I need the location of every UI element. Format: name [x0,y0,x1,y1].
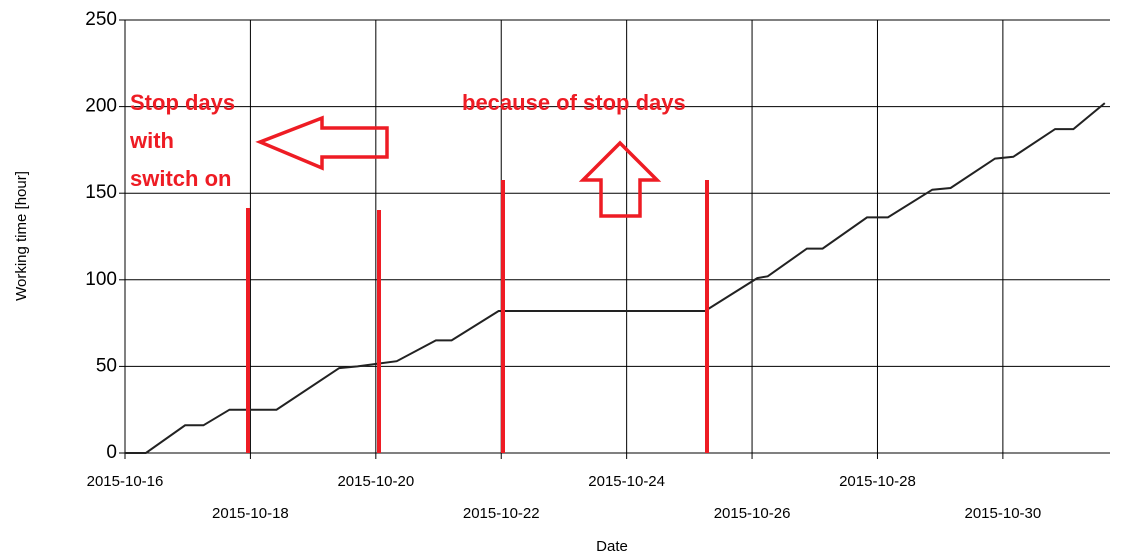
up-arrow [578,140,662,218]
x-tick-label: 2015-10-22 [463,505,540,522]
x-tick-label: 2015-10-30 [965,505,1042,522]
x-tick-label: 2015-10-16 [87,473,164,490]
data-line [125,102,1106,454]
y-tick-label: 200 [85,96,117,117]
x-tick-label: 2015-10-28 [839,473,916,490]
annotation: switch on [130,166,231,191]
annotation-marks [246,115,709,453]
annotation: because of stop days [462,90,686,115]
y-tick-label: 100 [85,269,117,290]
y-tick-label: 150 [85,182,117,203]
y-tick-label: 0 [106,442,117,463]
annotation: Stop days [130,90,235,115]
plot-area: 0 50 100 150 200 250 2015-10-16 2015-10-18 2015-… [85,9,1110,522]
x-axis-label: Date [596,538,628,555]
x-tick-label: 2015-10-24 [588,473,665,490]
annotation: with [129,128,174,153]
x-tick-label: 2015-10-18 [212,505,289,522]
y-tick-label: 250 [85,9,117,30]
y-axis-label: Working time [hour] [13,171,30,301]
y-tick-label: 50 [96,355,117,376]
left-arrow [255,115,389,171]
x-tick-label: 2015-10-20 [337,473,414,490]
x-tick-label: 2015-10-26 [714,505,791,522]
